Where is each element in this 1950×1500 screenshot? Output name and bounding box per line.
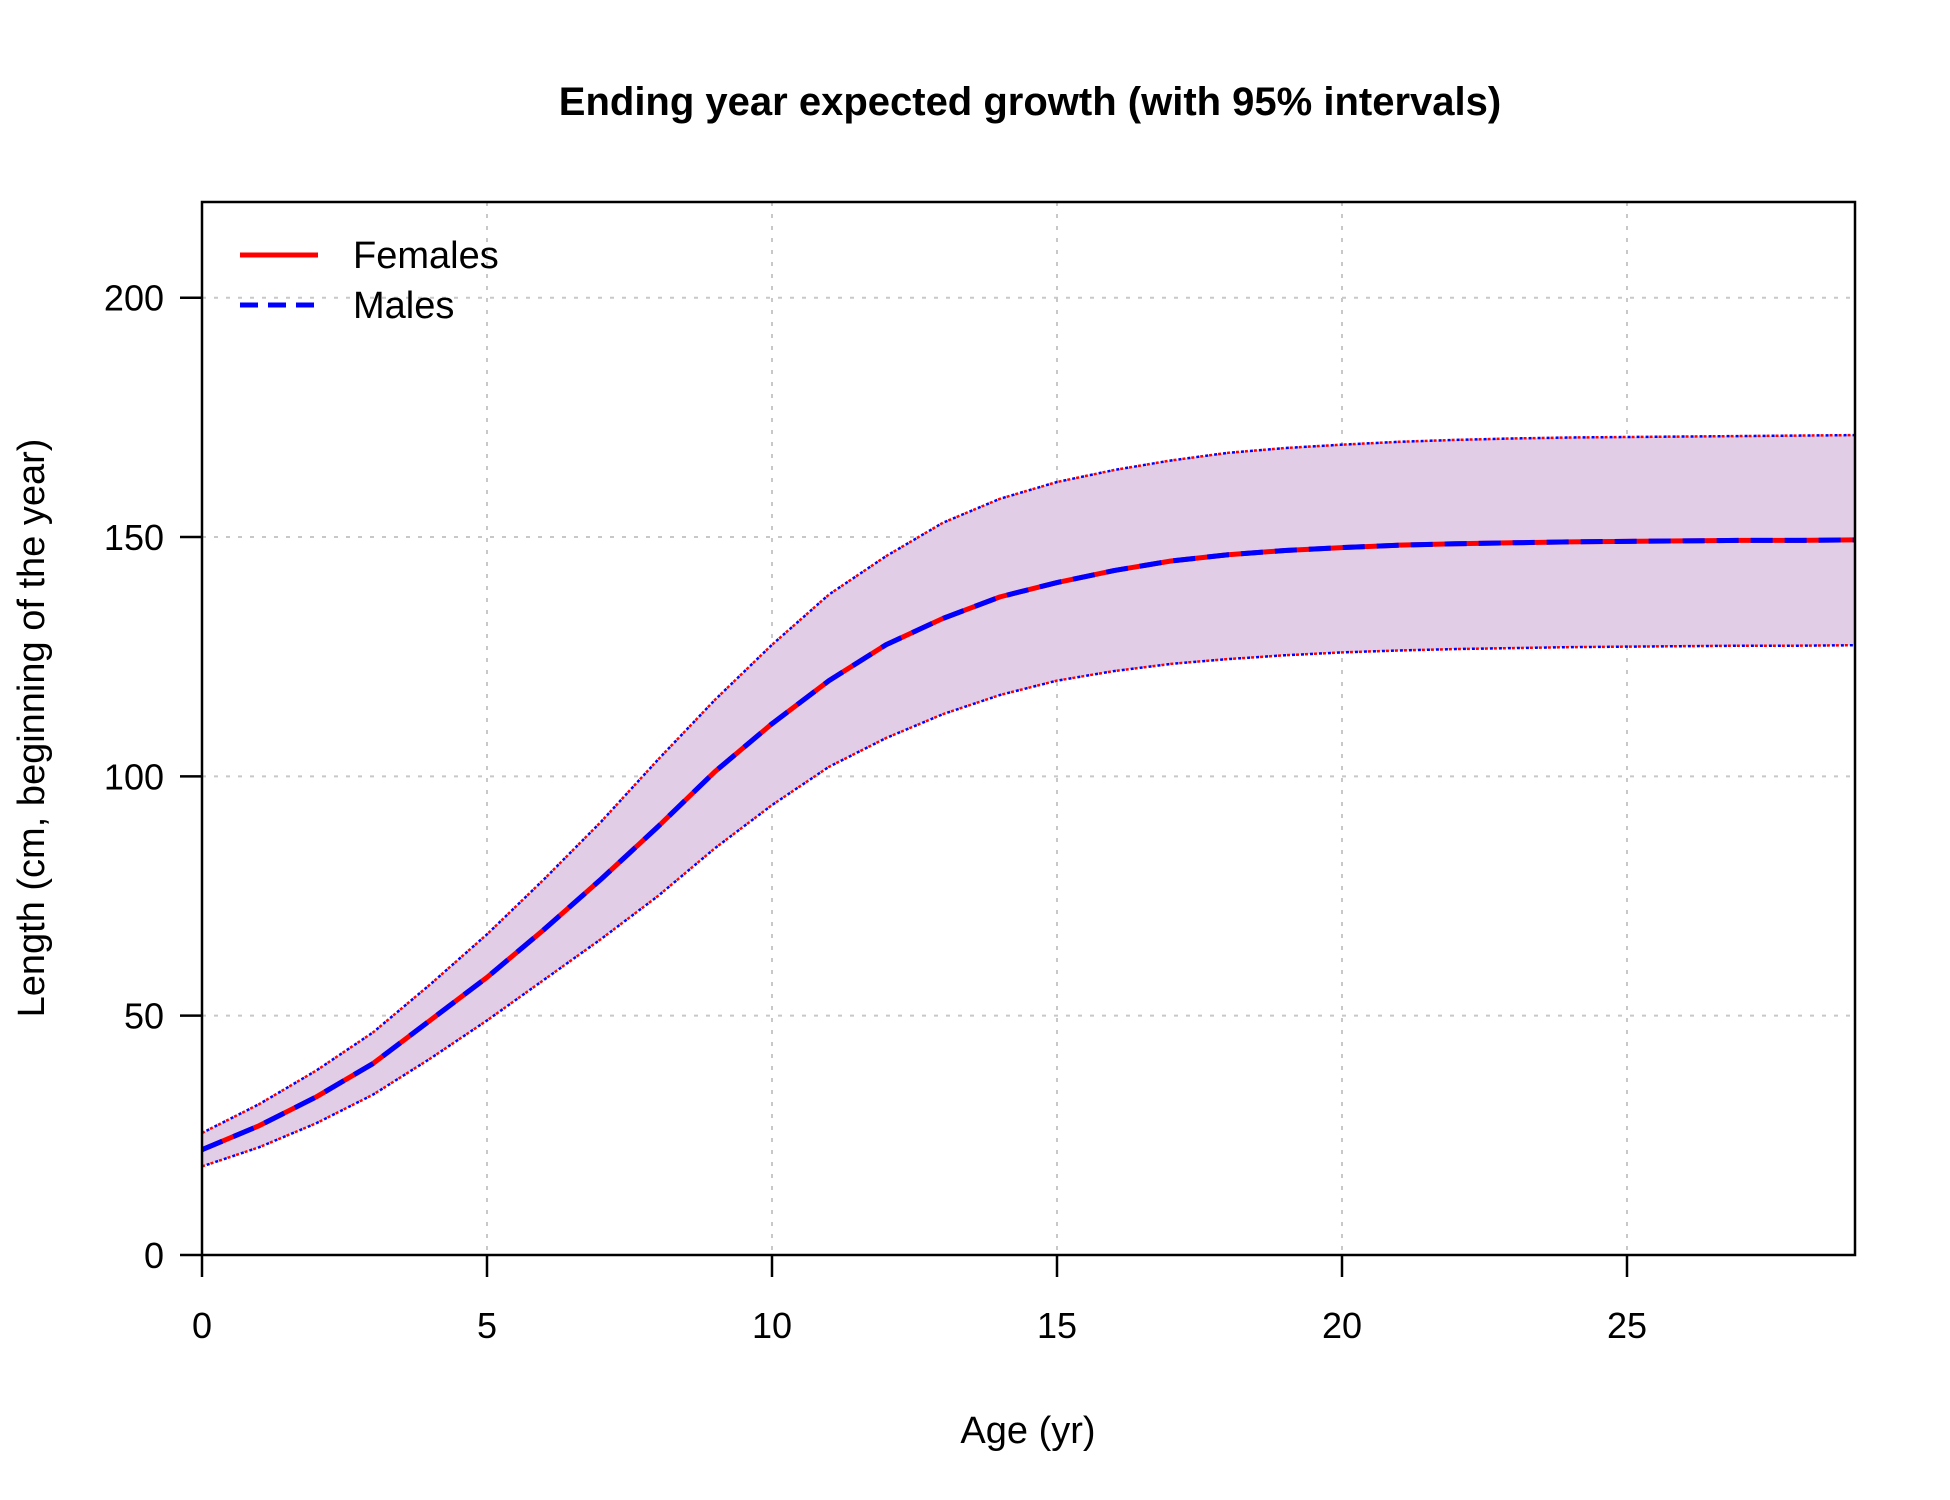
x-axis-label: Age (yr) — [960, 1410, 1095, 1452]
y-tick-label-0: 0 — [144, 1235, 164, 1276]
females-lower-bound — [201, 643, 1856, 1168]
x-axis: 0 5 10 15 20 25 — [192, 1255, 1647, 1346]
confidence-band — [202, 435, 1855, 1167]
series-lines — [201, 433, 1856, 1168]
x-tick-label-4: 20 — [1322, 1305, 1362, 1346]
males-line — [201, 537, 1856, 1153]
chart-title: Ending year expected growth (with 95% in… — [559, 80, 1501, 124]
females-upper-bound — [201, 433, 1856, 1135]
x-tick-label-3: 15 — [1037, 1305, 1077, 1346]
x-tick-label-1: 5 — [477, 1305, 497, 1346]
y-axis: 0 50 100 150 200 — [104, 278, 202, 1276]
legend-label-females: Females — [353, 235, 499, 277]
males-lower-bound — [201, 643, 1856, 1168]
grid-lines — [201, 202, 1855, 1256]
y-tick-label-4: 200 — [104, 278, 164, 319]
x-tick-label-0: 0 — [192, 1305, 212, 1346]
y-tick-label-1: 50 — [124, 996, 164, 1037]
plot-frame — [200, 200, 1857, 1257]
y-axis-label: Length (cm, beginning of the year) — [11, 439, 53, 1018]
y-tick-label-3: 150 — [104, 517, 164, 558]
y-tick-label-2: 100 — [104, 756, 164, 797]
legend: Females Males — [240, 235, 499, 327]
confidence-bands — [202, 435, 1855, 1167]
x-tick-label-5: 25 — [1607, 1305, 1647, 1346]
x-tick-label-2: 10 — [752, 1305, 792, 1346]
legend-label-males: Males — [353, 285, 454, 327]
